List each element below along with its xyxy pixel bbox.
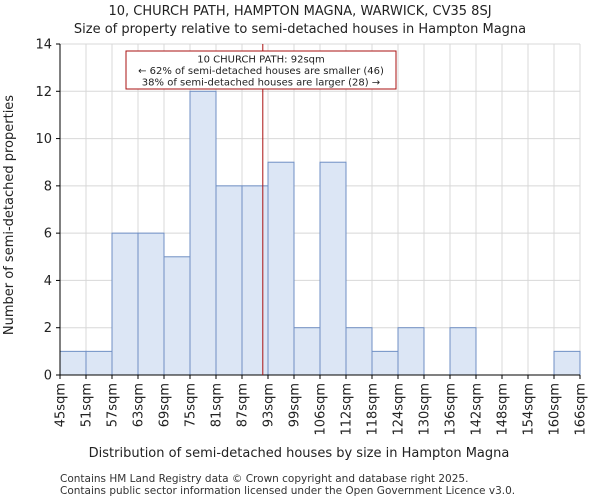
histogram-bar <box>59 350 87 376</box>
axes <box>56 43 581 379</box>
annotation-border <box>125 50 397 90</box>
x-tick-label: 124sqm <box>392 383 407 436</box>
y-tick-label: 0 <box>44 369 52 384</box>
x-axis-label: Distribution of semi-detached houses by … <box>89 446 510 461</box>
annotation-line: ← 62% of semi-detached houses are smalle… <box>138 66 384 77</box>
histogram-bar <box>449 327 477 376</box>
x-tick-label: 45sqm <box>54 383 69 427</box>
histogram-bar <box>267 161 295 376</box>
x-tick-label: 142sqm <box>470 383 485 436</box>
histogram-bar <box>319 161 347 376</box>
annotation-line: 38% of semi-detached houses are larger (… <box>142 78 380 89</box>
histogram-bar <box>293 327 321 376</box>
y-tick-labels: 0 2 4 6 8 10 12 14 <box>35 38 52 384</box>
histogram-bar <box>111 232 139 376</box>
y-tick-label: 10 <box>35 132 52 147</box>
x-tick-label: 130sqm <box>418 383 433 436</box>
x-tick-label: 106sqm <box>314 383 329 436</box>
histogram-bar <box>215 185 243 376</box>
footer-line-1: Contains HM Land Registry data © Crown c… <box>60 473 468 485</box>
y-tick-label: 4 <box>44 274 52 289</box>
histogram-bar <box>241 185 269 376</box>
x-tick-label: 148sqm <box>496 383 511 436</box>
x-tick-label: 81sqm <box>210 383 225 427</box>
y-tick-label: 14 <box>35 38 52 53</box>
x-tick-label: 118sqm <box>366 383 381 436</box>
x-tick-label: 99sqm <box>288 383 303 427</box>
bars <box>59 90 581 376</box>
histogram-bar <box>371 350 399 376</box>
histogram-bar <box>397 327 425 376</box>
y-tick-label: 8 <box>44 179 52 194</box>
x-tick-label: 93sqm <box>262 383 277 427</box>
histogram-bar <box>85 350 113 376</box>
y-tick-label: 6 <box>44 227 52 242</box>
histogram-bar <box>163 256 191 376</box>
x-tick-label: 51sqm <box>80 383 95 427</box>
x-tick-labels: 45sqm 51sqm 57sqm 63sqm 69sqm 75sqm 81sqm 87sqm… <box>54 383 589 436</box>
annotation-box: 10 CHURCH PATH: 92sqm← 62% of semi-detac… <box>125 50 397 90</box>
chart-subtitle: Size of property relative to semi-detach… <box>74 22 526 37</box>
histogram-bar <box>345 327 373 376</box>
y-tick-label: 2 <box>44 321 52 336</box>
x-tick-label: 87sqm <box>236 383 251 427</box>
annotation-line: 10 CHURCH PATH: 92sqm <box>197 55 325 66</box>
x-tick-label: 63sqm <box>132 383 147 427</box>
histogram-bar <box>189 90 217 376</box>
histogram-bar <box>137 232 165 376</box>
x-tick-label: 136sqm <box>444 383 459 436</box>
x-tick-label: 69sqm <box>158 383 173 427</box>
footer-line-2: Contains public sector information licen… <box>60 485 515 497</box>
x-tick-label: 57sqm <box>106 383 121 427</box>
x-tick-label: 154sqm <box>522 383 537 436</box>
x-tick-label: 160sqm <box>548 383 563 436</box>
y-tick-label: 12 <box>35 85 52 100</box>
y-axis-label: Number of semi-detached properties <box>2 95 17 335</box>
x-tick-label: 112sqm <box>340 383 355 436</box>
chart-title: 10, CHURCH PATH, HAMPTON MAGNA, WARWICK,… <box>108 4 491 19</box>
x-tick-label: 75sqm <box>184 383 199 427</box>
x-tick-label: 166sqm <box>574 383 589 436</box>
histogram-bar <box>553 350 581 376</box>
